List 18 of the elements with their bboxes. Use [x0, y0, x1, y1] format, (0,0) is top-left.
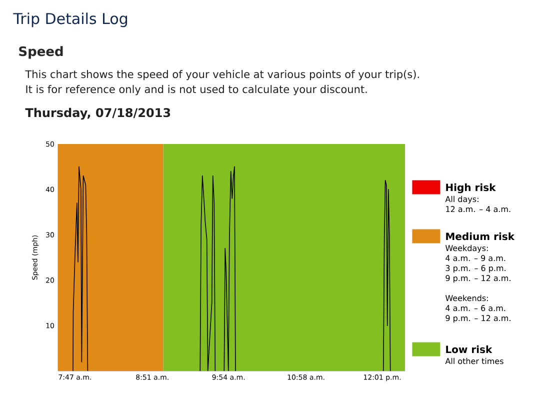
text: 4 a.m. – 6 a.m.	[446, 305, 506, 312]
text: All other times	[445, 358, 504, 364]
text: Weekends:	[445, 294, 488, 302]
text: Medium risk	[446, 232, 515, 240]
chart-subtitle: Speed	[19, 46, 63, 59]
text: This chart shows the speed of your vehicle at various points of your trip(s).	[25, 70, 419, 80]
text: Thursday, 07/18/2013	[25, 108, 170, 120]
text: 12 a.m. – 4 a.m.	[446, 206, 510, 212]
text: Low risk	[446, 345, 492, 354]
text: 4 a.m. – 9 a.m.	[446, 255, 506, 262]
text: Weekdays:	[445, 244, 488, 253]
text: 3 p.m. – 6 p.m.	[446, 265, 506, 273]
text: 9 p.m. – 12 a.m.	[446, 275, 510, 283]
text: 9 p.m. – 12 a.m.	[446, 315, 510, 323]
text: High risk	[446, 183, 496, 194]
text: It is for reference only and is not used to calculate your discount.	[26, 85, 367, 96]
text: All days:	[445, 196, 478, 204]
chart-title: Trip Details Log	[13, 12, 128, 28]
